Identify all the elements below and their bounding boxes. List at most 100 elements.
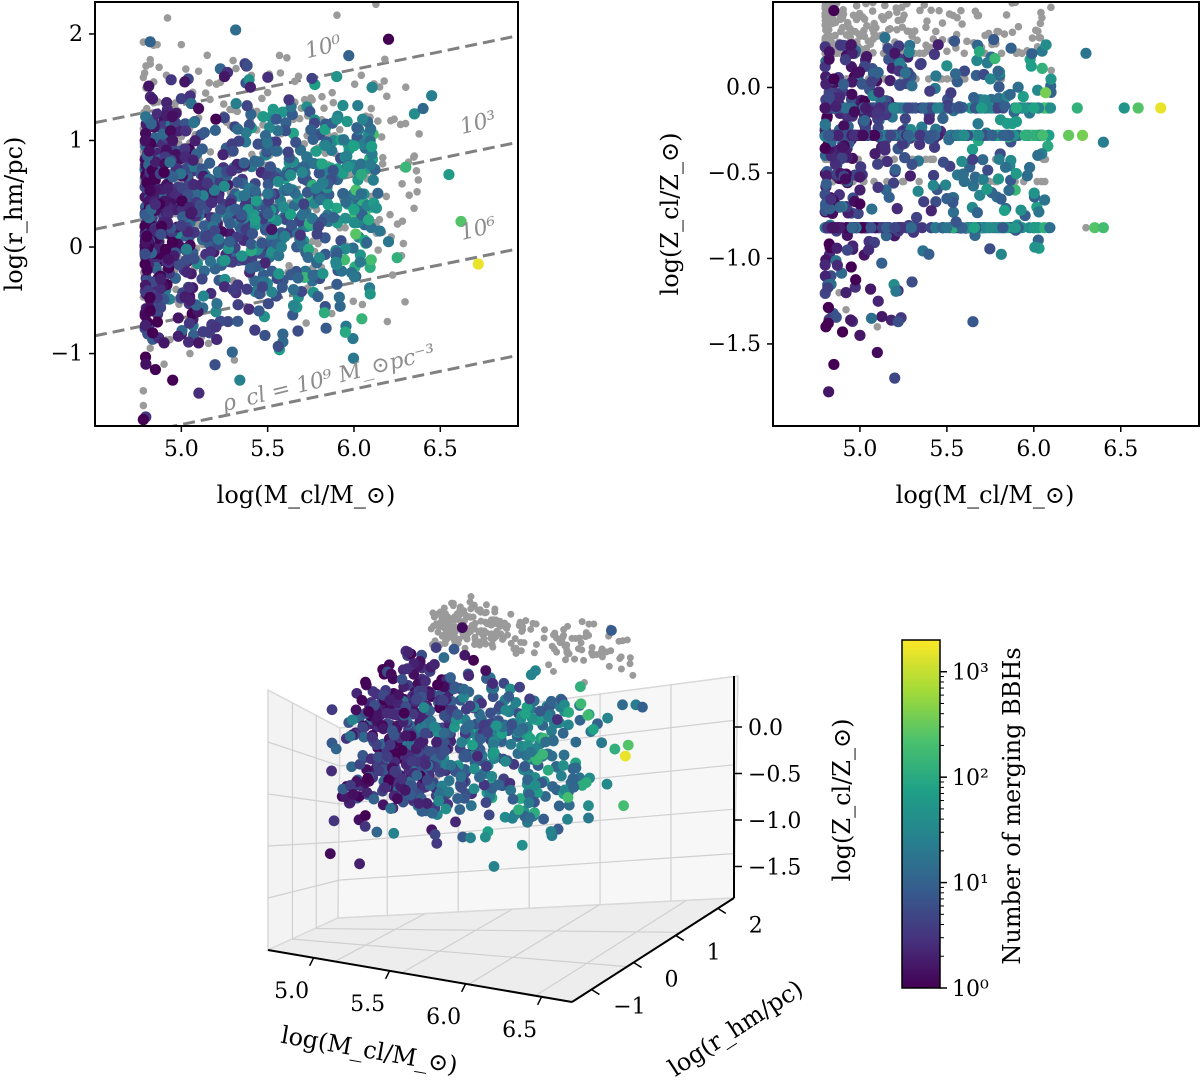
data-point bbox=[557, 760, 569, 771]
data-point bbox=[943, 102, 955, 114]
grey-point bbox=[367, 104, 376, 113]
grey-point bbox=[477, 617, 485, 625]
data-point bbox=[340, 196, 352, 208]
data-point bbox=[219, 254, 231, 267]
grey-point bbox=[507, 639, 515, 647]
data-point bbox=[166, 236, 178, 248]
data-point bbox=[902, 102, 914, 114]
grey-point bbox=[283, 53, 291, 62]
data-point bbox=[326, 765, 337, 777]
data-point bbox=[230, 24, 242, 36]
data-point bbox=[431, 837, 443, 849]
data-point bbox=[873, 86, 885, 98]
data-point bbox=[903, 46, 915, 58]
data-point bbox=[286, 219, 298, 231]
grey-point bbox=[456, 611, 464, 619]
data-point bbox=[937, 112, 949, 125]
data-point bbox=[918, 196, 930, 208]
grey-point bbox=[329, 98, 338, 107]
data-point bbox=[384, 739, 396, 751]
grey-point bbox=[1000, 30, 1009, 38]
x-axis-label: log(M_cl/M_⊙) bbox=[217, 481, 396, 509]
grey-point bbox=[182, 65, 190, 73]
grey-point bbox=[563, 646, 571, 654]
data-point bbox=[201, 177, 213, 189]
data-point bbox=[259, 257, 271, 269]
grey-point bbox=[482, 640, 490, 648]
data-point bbox=[357, 721, 369, 733]
grey-point bbox=[898, 3, 906, 11]
data-point bbox=[865, 312, 878, 324]
data-point bbox=[948, 35, 961, 47]
grey-point bbox=[532, 640, 540, 648]
data-point bbox=[854, 198, 866, 210]
grey-point bbox=[140, 69, 149, 77]
data-point bbox=[354, 256, 366, 268]
x-tick-label: 6.0 bbox=[426, 1005, 461, 1030]
grey-point bbox=[177, 40, 186, 49]
grey-point bbox=[568, 634, 576, 642]
data-point bbox=[468, 763, 480, 775]
data-point bbox=[338, 134, 350, 146]
data-point bbox=[443, 168, 455, 181]
data-point bbox=[361, 786, 373, 798]
data-point bbox=[206, 197, 218, 209]
data-point bbox=[211, 333, 223, 346]
data-point bbox=[972, 118, 984, 130]
data-point bbox=[1025, 60, 1037, 72]
data-point bbox=[840, 173, 852, 185]
data-point bbox=[823, 46, 835, 58]
data-point bbox=[1040, 39, 1052, 51]
data-point bbox=[472, 258, 484, 270]
data-point bbox=[184, 294, 196, 306]
data-point bbox=[537, 748, 549, 760]
grey-point bbox=[341, 223, 349, 232]
grey-point bbox=[617, 665, 625, 673]
data-point bbox=[356, 694, 368, 706]
data-point bbox=[831, 259, 844, 271]
z-tick-label: 0.0 bbox=[748, 716, 783, 741]
data-point bbox=[450, 816, 461, 828]
grey-point bbox=[381, 55, 389, 64]
data-point bbox=[852, 207, 864, 220]
grey-point bbox=[845, 24, 853, 32]
data-point bbox=[337, 187, 349, 200]
grey-point bbox=[206, 148, 215, 156]
y-tick-mark bbox=[675, 934, 685, 942]
data-point bbox=[143, 145, 155, 157]
grey-point bbox=[824, 25, 833, 34]
data-point bbox=[914, 138, 926, 151]
data-point bbox=[883, 191, 895, 203]
data-point bbox=[831, 242, 843, 254]
data-point bbox=[231, 176, 244, 188]
data-point bbox=[866, 76, 878, 88]
grey-point bbox=[396, 120, 405, 129]
data-point bbox=[583, 812, 594, 824]
data-point bbox=[587, 724, 599, 735]
data-point bbox=[313, 167, 325, 179]
data-point bbox=[977, 173, 989, 186]
data-point bbox=[519, 760, 531, 772]
data-point bbox=[381, 751, 393, 763]
data-point bbox=[373, 765, 385, 777]
grey-point bbox=[328, 88, 337, 97]
data-point bbox=[348, 217, 360, 229]
data-point bbox=[192, 102, 205, 115]
grey-point bbox=[908, 32, 916, 40]
data-point bbox=[145, 118, 157, 130]
data-point bbox=[331, 113, 343, 125]
grey-point bbox=[553, 634, 561, 642]
data-point bbox=[1118, 102, 1130, 114]
grey-point bbox=[448, 599, 456, 607]
data-point bbox=[545, 826, 557, 837]
data-point bbox=[989, 52, 1001, 65]
data-point bbox=[316, 158, 328, 170]
grey-point bbox=[605, 662, 613, 670]
data-point bbox=[186, 206, 198, 218]
data-point bbox=[250, 195, 262, 207]
data-point bbox=[209, 359, 221, 371]
data-point bbox=[846, 88, 858, 100]
data-point bbox=[423, 745, 435, 757]
data-point bbox=[180, 243, 193, 255]
axes-frame bbox=[94, 1, 519, 427]
